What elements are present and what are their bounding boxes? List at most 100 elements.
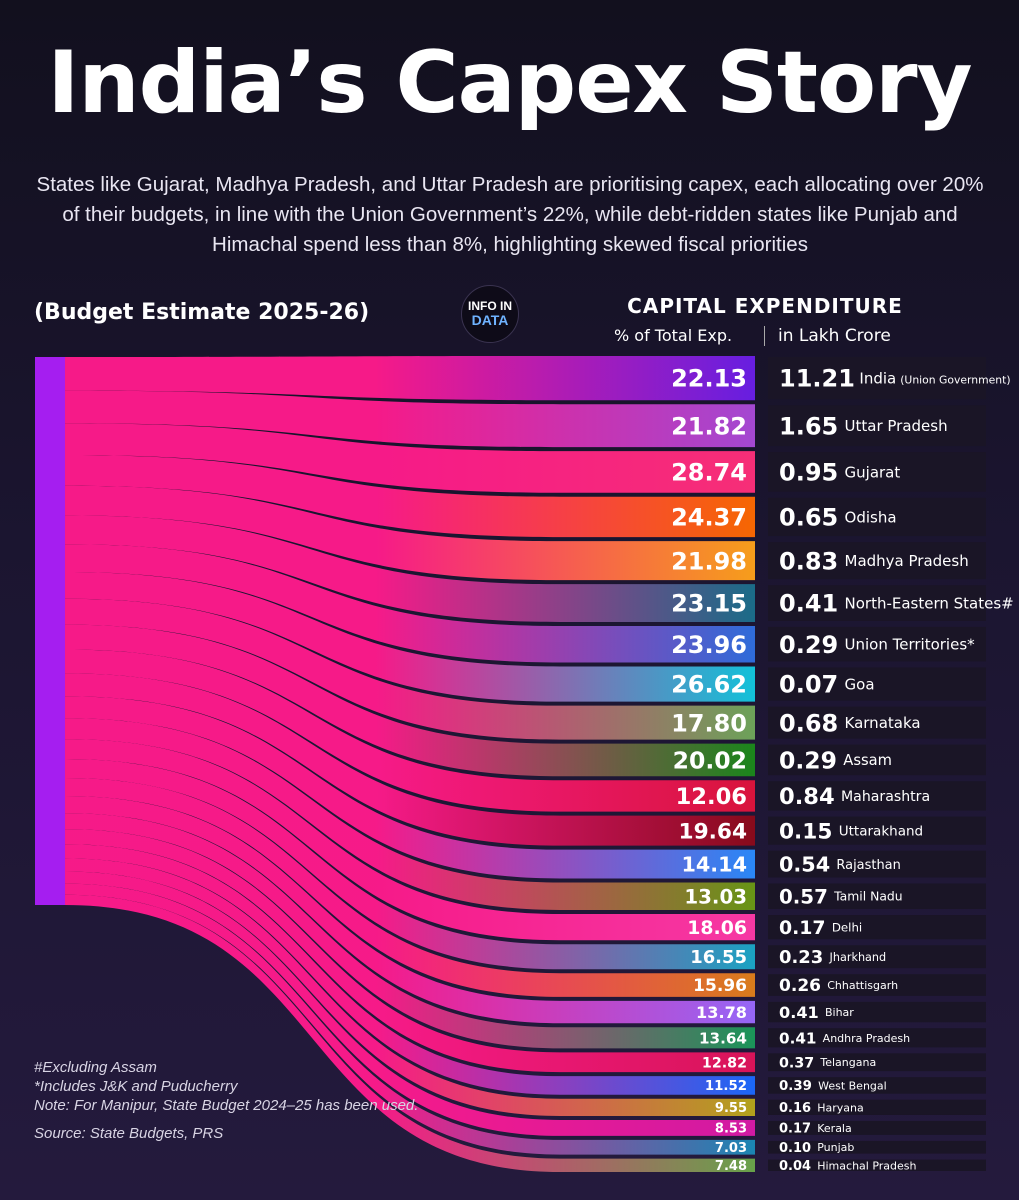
state-name-label: Uttarakhand bbox=[839, 824, 923, 840]
flow-odisha bbox=[65, 454, 755, 538]
state-name-label: Bihar bbox=[825, 1006, 854, 1019]
amount-panel bbox=[768, 585, 986, 621]
flow-karnataka bbox=[65, 598, 755, 740]
amount-label: 0.57 bbox=[779, 885, 828, 908]
flow-haryana bbox=[65, 858, 755, 1116]
state-name-label: West Bengal bbox=[818, 1079, 887, 1092]
amount-label: 0.41 bbox=[779, 1003, 819, 1022]
flow-delhi bbox=[65, 739, 755, 941]
footnotes: #Excluding Assam *Includes J&K and Puduc… bbox=[34, 1058, 418, 1143]
state-name-label: Assam bbox=[843, 752, 892, 769]
amount-panel bbox=[768, 1140, 986, 1154]
pct-label: 12.06 bbox=[676, 784, 747, 810]
amount-label: 0.84 bbox=[779, 784, 835, 810]
amount-panel bbox=[768, 1001, 986, 1023]
flow-assam bbox=[65, 624, 755, 777]
column-header-pct: % of Total Exp. bbox=[614, 326, 733, 345]
amount-label: 0.23 bbox=[779, 947, 823, 968]
amount-label: 0.83 bbox=[779, 547, 838, 575]
state-name-label: Odisha bbox=[845, 508, 897, 526]
state-name-label: Goa bbox=[845, 675, 875, 693]
amount-label: 0.29 bbox=[779, 631, 838, 659]
amount-label: 0.15 bbox=[779, 819, 832, 844]
state-name-label: Jharkhand bbox=[829, 951, 887, 964]
amount-label: 0.95 bbox=[779, 459, 838, 487]
amount-label: 0.26 bbox=[779, 976, 821, 996]
amount-label: 0.17 bbox=[779, 917, 826, 939]
flow-north-eastern-states- bbox=[65, 515, 755, 622]
period-label: (Budget Estimate 2025-26) bbox=[34, 300, 370, 325]
pct-label: 17.80 bbox=[671, 709, 747, 737]
amount-label: 0.16 bbox=[779, 1101, 811, 1116]
flow-bihar bbox=[65, 796, 755, 1024]
amount-label: 0.41 bbox=[779, 590, 838, 618]
flow-jharkhand bbox=[65, 759, 755, 970]
logo-line1: INFO IN bbox=[468, 299, 512, 313]
amount-panel bbox=[768, 542, 986, 580]
amount-panel bbox=[768, 357, 986, 400]
pct-label: 13.64 bbox=[699, 1029, 747, 1047]
amount-panel bbox=[768, 781, 986, 811]
pct-label: 7.03 bbox=[715, 1141, 747, 1156]
footnote-manipur: Note: For Manipur, State Budget 2024–25 … bbox=[34, 1097, 419, 1114]
flow-chhattisgarh bbox=[65, 778, 755, 997]
flow-india bbox=[65, 356, 755, 401]
flow-goa bbox=[65, 571, 755, 702]
amount-panel bbox=[768, 1099, 986, 1115]
amount-panel bbox=[768, 850, 986, 878]
amount-label: 11.21 bbox=[779, 365, 855, 393]
state-name-label: Uttar Pradesh bbox=[845, 417, 948, 435]
state-name-label: Gujarat bbox=[845, 463, 901, 481]
pct-label: 28.74 bbox=[671, 459, 747, 487]
flow-tamil-nadu bbox=[65, 718, 755, 911]
column-header-main: CAPITAL EXPENDITURE bbox=[627, 294, 903, 318]
amount-label: 0.41 bbox=[779, 1029, 816, 1047]
pct-label: 20.02 bbox=[673, 746, 747, 774]
amount-panel bbox=[768, 1120, 986, 1135]
flow-madhya-pradesh bbox=[65, 485, 755, 581]
state-name-label: Union Territories* bbox=[845, 636, 976, 654]
amount-panel bbox=[768, 497, 986, 537]
page-title: India’s Capex Story bbox=[47, 33, 972, 133]
pct-label: 8.53 bbox=[715, 1122, 747, 1137]
amount-panel bbox=[768, 744, 986, 776]
amount-label: 0.17 bbox=[779, 1122, 811, 1137]
state-name-label: Maharashtra bbox=[841, 789, 930, 805]
amount-label: 0.07 bbox=[779, 671, 838, 699]
amount-label: 0.68 bbox=[779, 709, 838, 737]
flow-uttarakhand bbox=[65, 673, 755, 846]
state-name-label: Chhattisgarh bbox=[827, 979, 898, 992]
pct-label: 21.98 bbox=[671, 547, 747, 575]
amount-label: 0.10 bbox=[779, 1141, 811, 1156]
flow-rajasthan bbox=[65, 696, 755, 879]
amount-label: 0.54 bbox=[779, 853, 830, 877]
state-name-label: Rajasthan bbox=[836, 858, 900, 873]
source-note: Source: State Budgets, PRS bbox=[34, 1125, 224, 1142]
pct-label: 19.64 bbox=[679, 819, 747, 844]
state-note-label: (Union Government) bbox=[900, 373, 1010, 386]
amount-panel bbox=[768, 405, 986, 447]
pct-label: 22.13 bbox=[671, 365, 747, 393]
amount-panel bbox=[768, 915, 986, 940]
footnote-assam: #Excluding Assam bbox=[34, 1059, 157, 1076]
amount-panel bbox=[768, 1053, 986, 1072]
state-name-label: Telangana bbox=[819, 1056, 876, 1069]
state-name-label: Punjab bbox=[817, 1141, 854, 1154]
amount-panel bbox=[768, 452, 986, 492]
state-name-label: Himachal Pradesh bbox=[817, 1159, 916, 1172]
state-name-label: Tamil Nadu bbox=[833, 890, 903, 904]
source-bar bbox=[35, 357, 65, 905]
amount-label: 0.29 bbox=[779, 746, 837, 774]
pct-label: 18.06 bbox=[687, 917, 747, 939]
amount-label: 0.39 bbox=[779, 1079, 812, 1094]
amount-label: 0.04 bbox=[779, 1159, 811, 1174]
amount-panel bbox=[768, 816, 986, 845]
flow-west-bengal bbox=[65, 844, 755, 1095]
amount-panel bbox=[768, 667, 986, 701]
amount-label: 0.65 bbox=[779, 504, 838, 532]
pct-label: 13.78 bbox=[696, 1003, 747, 1022]
pct-label: 11.52 bbox=[705, 1079, 747, 1094]
flow-telangana bbox=[65, 829, 755, 1073]
state-name-label: North-Eastern States# bbox=[845, 594, 1014, 612]
amount-label: 0.37 bbox=[779, 1055, 814, 1071]
